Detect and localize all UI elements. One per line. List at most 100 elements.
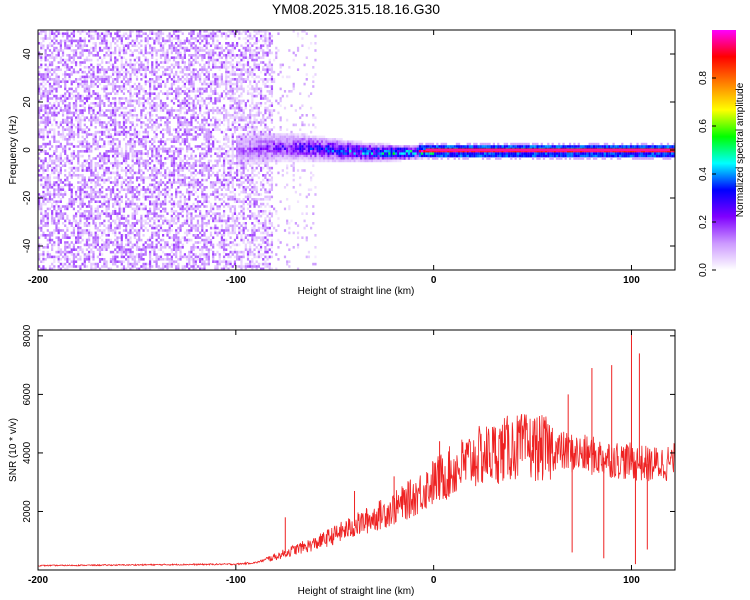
spectrogram-cell [64,267,67,270]
spectrogram-cell [142,106,145,110]
spectrogram-cell [170,145,173,148]
spectrogram-cell [166,152,169,155]
spectrogram-cell [129,42,132,45]
spectrogram-cell [203,253,206,256]
spectrogram-cell [109,222,113,225]
spectrogram-cell [183,123,186,127]
spectrogram-cell [111,162,115,165]
spectrogram-cell [151,202,154,206]
spectrogram-cell [90,255,93,259]
spectrogram-cell [220,164,223,167]
spectrogram-cell [216,54,219,57]
spectrogram-cell [175,248,178,251]
spectrogram-cell [146,97,150,100]
spectrogram-cell [135,219,139,223]
spectrogram-cell [159,224,163,227]
spectrogram-cell [231,73,234,76]
spectrogram-cell [111,140,115,143]
spectrogram-cell [190,147,193,151]
spectrogram-cell [133,44,136,47]
spectrogram-cell [79,30,82,33]
spectrogram-cell [59,190,62,194]
spectrogram-cell [83,37,86,40]
spectrogram-cell [212,63,215,67]
spectrogram-cell [70,123,73,127]
spectrogram-cell [105,241,108,244]
spectrogram-cell [179,198,182,201]
spectrogram-cell [192,32,195,35]
spectrogram-cell [120,262,123,266]
spectrogram-cell [155,61,158,64]
spectrogram-cell [222,183,226,187]
spectrogram-cell [98,253,102,256]
spectrogram-cell [144,176,147,179]
spectrogram-cell [90,114,93,117]
spectrogram-cell [183,142,186,146]
spectrogram-cell [55,68,58,71]
spectrogram-cell [98,260,102,263]
spectrogram-cell [48,82,52,86]
spectrogram-cell [88,260,91,263]
spectrogram-cell [140,222,143,225]
spectrogram-cell [144,195,147,199]
spectrogram-cell [48,42,52,45]
spectrogram-cell [92,246,95,249]
spectrogram-cell [227,198,230,201]
spectrogram-cell [70,118,73,122]
spectrogram-cell [118,30,121,33]
spectrogram-cell [205,68,208,71]
spectrogram-cell [114,234,117,237]
spectrogram-cell [225,56,228,59]
spectrogram-cell [220,183,223,187]
spectrogram-cell [199,248,202,251]
spectrogram-cell [66,176,69,179]
spectrogram-cell [94,133,97,136]
spectrogram-cell [194,255,197,259]
spectrogram-cell [192,164,195,167]
spectrogram-cell [48,102,52,105]
spectrogram-cell [179,111,182,115]
spectrogram-cell [64,87,67,91]
spectrogram-cell [70,200,73,203]
spectrogram-cell [55,202,58,206]
spectrogram-cell [57,178,60,182]
spectrogram-cell [172,200,176,203]
spectrogram-cell [231,183,234,187]
spectrogram-cell [90,102,93,105]
spectrogram-cell [83,202,86,206]
spectrogram-cell [133,243,136,247]
spectrogram-cell [101,75,104,79]
spectrogram-cell [153,250,156,254]
spectrogram-cell [157,39,160,43]
spectrogram-cell [114,85,117,88]
spectrogram-cell [131,166,134,170]
spectrogram-cell [42,44,45,47]
spectrogram-cell [96,255,99,259]
spectrogram-cell [138,140,141,143]
spectrogram-cell [212,135,215,139]
spectrogram-cell [66,68,69,71]
spectrogram-cell [72,260,76,263]
spectrogram-cell [146,243,150,247]
spectrogram-cell [214,126,217,129]
spectrogram-cell [111,66,115,69]
spectrogram-cell [138,70,141,74]
spectrogram-cell [214,224,217,227]
spectrogram-cell [96,243,99,247]
spectrogram-cell [192,157,195,160]
spectrogram-cell [120,253,123,256]
spectrogram-cell [129,87,132,91]
spectrogram-cell [209,217,213,220]
spectrogram-cell [225,193,228,196]
spectrogram-cell [79,265,82,268]
spectrogram-cell [225,85,228,88]
spectrogram-cell [53,42,56,45]
spectrogram-cell [133,126,136,129]
spectrogram-cell [57,222,60,225]
spectrogram-cell [162,80,165,83]
spectrogram-cell [231,159,234,163]
spectrogram-cell [94,186,97,189]
spectrogram-cell [105,234,108,237]
spectrogram-cell [105,154,108,158]
